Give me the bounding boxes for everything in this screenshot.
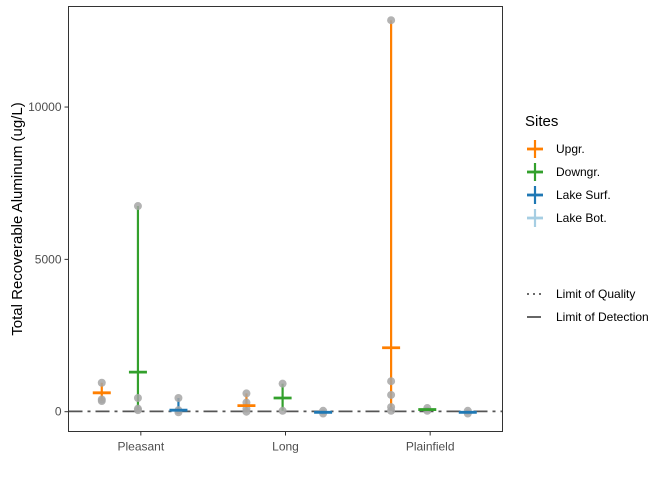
data-point-upgr xyxy=(387,16,396,25)
legend-key-lake-bot xyxy=(527,209,543,227)
data-point-downgr xyxy=(133,406,142,415)
legend-label-upgr: Upgr. xyxy=(556,142,585,156)
legend-label-lake-surf: Lake Surf. xyxy=(556,188,611,202)
y-tick-label: 10000 xyxy=(28,100,62,114)
legend-title: Sites xyxy=(525,113,558,130)
legend-key-upgr xyxy=(527,140,543,158)
legend-key-downgr xyxy=(527,163,543,181)
x-tick-label: Long xyxy=(272,440,299,454)
data-point-upgr xyxy=(387,390,396,399)
data-point-upgr xyxy=(242,407,251,416)
x-tick-label: Pleasant xyxy=(117,440,164,454)
legend-key-lake-surf xyxy=(527,186,543,204)
legend-label-downgr: Downgr. xyxy=(556,165,600,179)
data-point-lake-surf xyxy=(174,393,183,402)
legend-label-limit-of-detection: Limit of Detection xyxy=(556,310,649,324)
data-point-downgr xyxy=(133,393,142,402)
x-tick-label: Plainfield xyxy=(406,440,455,454)
data-point-downgr xyxy=(278,406,287,415)
data-point-downgr xyxy=(133,202,142,211)
legend: Sites Upgr. Downgr. Lake Surf. Lake Bot. Li… xyxy=(525,113,649,324)
plot-area xyxy=(68,16,503,418)
plot-panel-border xyxy=(68,6,503,432)
data-point-upgr xyxy=(387,377,396,386)
y-tick-label: 5000 xyxy=(35,252,62,266)
data-point-upgr xyxy=(97,395,106,404)
y-axis-title: Total Recoverable Aluminum (ug/L) xyxy=(9,102,26,335)
data-point-upgr xyxy=(387,406,396,415)
legend-label-lake-bot: Lake Bot. xyxy=(556,211,607,225)
data-point-downgr xyxy=(278,379,287,388)
data-point-upgr xyxy=(242,389,251,398)
data-point-upgr xyxy=(97,378,106,387)
y-axis: 0 5000 10000 xyxy=(28,100,69,419)
x-axis: Pleasant Long Plainfield xyxy=(117,431,455,454)
legend-label-limit-of-quality: Limit of Quality xyxy=(556,287,635,301)
y-tick-label: 0 xyxy=(55,405,62,419)
